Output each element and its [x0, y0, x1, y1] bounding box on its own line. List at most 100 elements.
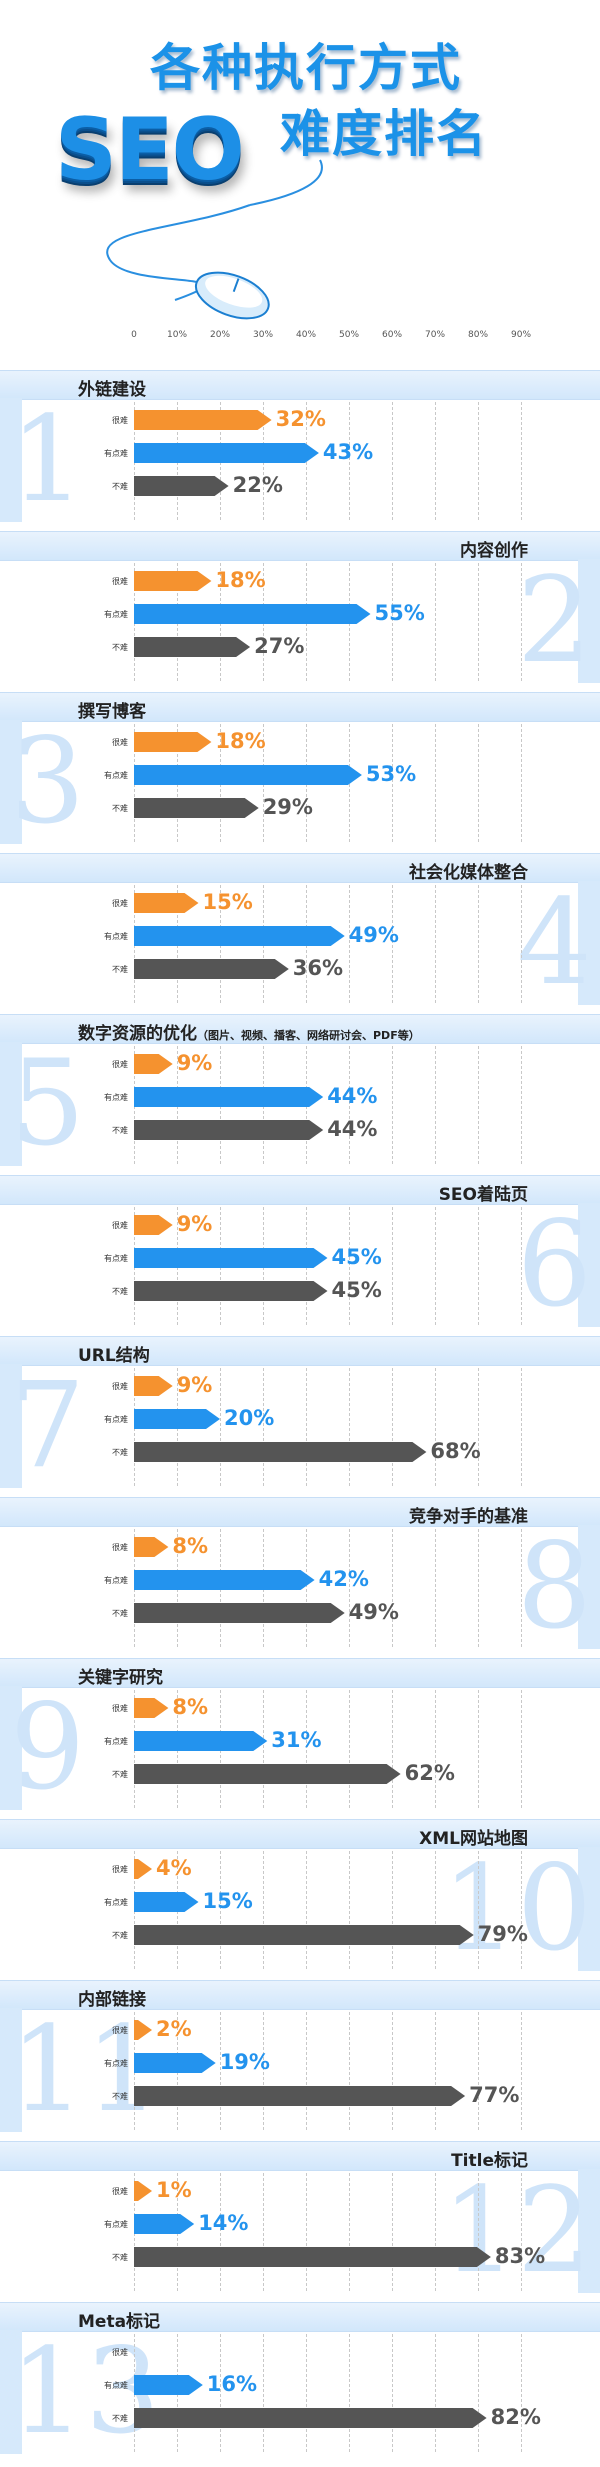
section-side-bar	[578, 881, 600, 1005]
data-label: 36%	[292, 956, 344, 980]
gridline	[392, 1046, 393, 1164]
data-label: 45%	[331, 1278, 382, 1302]
section-side-bar	[0, 2008, 22, 2132]
gridline	[306, 2012, 307, 2130]
row-label: 很难	[112, 738, 128, 747]
gridline	[392, 1207, 393, 1325]
section-number: 12	[441, 2161, 592, 2299]
bar	[134, 1537, 169, 1557]
data-label: 1%	[156, 2178, 192, 2202]
gridline	[306, 1690, 307, 1808]
row-label: 很难	[112, 2187, 128, 2196]
section-title: 竞争对手的基准	[409, 1507, 528, 1527]
data-label: 49%	[348, 1600, 399, 1624]
gridline	[220, 2012, 221, 2130]
section-title: 数字资源的优化（图片、视频、播客、网络研讨会、PDF等）	[78, 1024, 420, 1044]
row-label: 有点难	[104, 1576, 128, 1585]
bar	[134, 571, 212, 591]
gridline	[263, 1368, 264, 1486]
section-side-bar	[0, 720, 22, 844]
gridline	[435, 1368, 436, 1486]
section-banner	[0, 1819, 600, 1849]
gridline	[435, 2334, 436, 2452]
data-label: 16%	[206, 2372, 258, 2396]
section-11: 11 内部链接 很难 2% 有点难 19% 不难 77%	[0, 1970, 600, 2134]
row-label: 很难	[112, 1704, 128, 1713]
gridline	[521, 1207, 522, 1325]
section-banner	[0, 1336, 600, 1366]
gridline	[478, 1851, 479, 1969]
section-title-note: （图片、视频、播客、网络研讨会、PDF等）	[197, 1029, 420, 1042]
bar	[134, 1054, 173, 1074]
section-3: 3 撰写博客 很难 18% 有点难 53% 不难 29%	[0, 682, 600, 846]
gridline	[478, 1529, 479, 1647]
gridline	[263, 1851, 264, 1969]
section-number: 6	[516, 1195, 592, 1333]
row-label: 不难	[112, 2092, 128, 2101]
bar	[134, 1698, 169, 1718]
bar	[134, 893, 199, 913]
data-label: 53%	[365, 762, 417, 786]
gridline	[521, 1690, 522, 1808]
section-side-bar	[0, 2330, 22, 2454]
gridline	[478, 2334, 479, 2452]
gridline	[392, 1368, 393, 1486]
gridline	[263, 2334, 264, 2452]
x-tick-label: 50%	[338, 330, 360, 340]
data-label: 82%	[490, 2405, 541, 2429]
bar	[134, 732, 212, 752]
bar	[134, 1603, 345, 1623]
gridline	[521, 1046, 522, 1164]
gridline	[263, 2012, 264, 2130]
row-label: 很难	[112, 577, 128, 586]
gridline	[392, 885, 393, 1003]
section-side-bar	[0, 1364, 22, 1488]
x-tick-label: 40%	[295, 330, 317, 340]
bar	[134, 476, 229, 496]
gridline	[392, 1690, 393, 1808]
row-label: 不难	[112, 2253, 128, 2262]
section-13: 13 Meta标记 很难 有点难 16% 不难 82%	[0, 2292, 600, 2456]
bar	[134, 1570, 315, 1590]
data-label: 43%	[322, 440, 374, 464]
gridline	[349, 2334, 350, 2452]
gridline	[349, 1368, 350, 1486]
section-title: 外链建设	[78, 380, 146, 400]
bar	[134, 959, 289, 979]
section-banner	[0, 1175, 600, 1205]
x-tick-label: 60%	[381, 330, 403, 340]
gridline	[349, 1529, 350, 1647]
section-title: 关键字研究	[78, 1668, 163, 1688]
gridline	[435, 724, 436, 842]
section-side-bar	[0, 398, 22, 522]
gridline	[521, 1851, 522, 1969]
gridline	[478, 1690, 479, 1808]
bar	[134, 1215, 173, 1235]
gridline	[263, 2173, 264, 2291]
section-number: 3	[10, 712, 86, 850]
gridline	[521, 1368, 522, 1486]
gridline	[220, 2334, 221, 2452]
x-tick-label: 20%	[209, 330, 231, 340]
section-number: 10	[441, 1839, 592, 1977]
gridline	[521, 885, 522, 1003]
section-title: SEO着陆页	[438, 1185, 528, 1205]
row-label: 很难	[112, 2348, 128, 2357]
section-number: 9	[10, 1678, 86, 1816]
gridline	[521, 2334, 522, 2452]
data-label: 4%	[156, 1856, 192, 1880]
data-label: 8%	[172, 1534, 209, 1558]
section-side-bar	[578, 1847, 600, 1971]
gridline	[435, 1851, 436, 1969]
section-5: 5 数字资源的优化（图片、视频、播客、网络研讨会、PDF等） 很难 9% 有点难 44% 不…	[0, 1004, 600, 1168]
x-tick-label: 30%	[252, 330, 274, 340]
row-label: 有点难	[104, 2220, 128, 2229]
section-title: 内部链接	[78, 1990, 146, 2010]
gridline	[392, 724, 393, 842]
row-label: 有点难	[104, 1737, 128, 1746]
gridline	[435, 1046, 436, 1164]
section-number: 7	[10, 1356, 86, 1494]
gridline	[263, 1690, 264, 1808]
gridline	[435, 885, 436, 1003]
row-label: 不难	[112, 1609, 128, 1618]
